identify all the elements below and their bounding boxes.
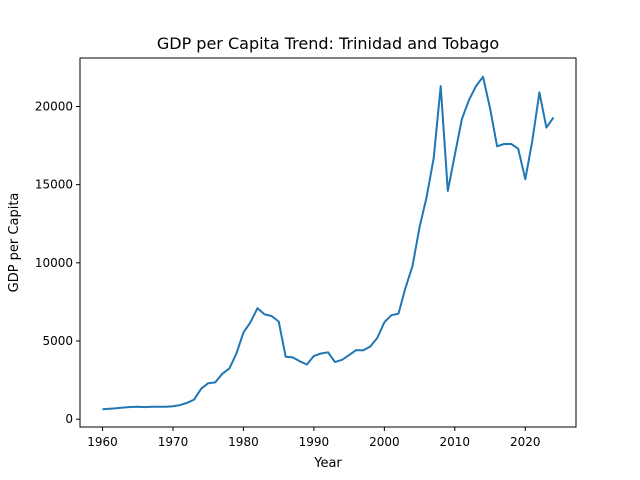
data-point-2007 bbox=[433, 157, 435, 159]
data-point-2008 bbox=[440, 85, 442, 87]
data-point-2018 bbox=[510, 143, 512, 145]
data-point-2012 bbox=[468, 99, 470, 101]
data-point-2015 bbox=[489, 107, 491, 109]
data-point-1964 bbox=[130, 406, 132, 408]
data-point-1967 bbox=[151, 406, 153, 408]
data-point-2023 bbox=[545, 127, 547, 129]
data-point-1989 bbox=[306, 364, 308, 366]
x-tick-label-1980: 1980 bbox=[228, 435, 259, 449]
data-point-1997 bbox=[362, 349, 364, 351]
data-point-2019 bbox=[517, 148, 519, 150]
data-point-1994 bbox=[341, 359, 343, 361]
data-point-1962 bbox=[116, 407, 118, 409]
x-tick-label-2020: 2020 bbox=[510, 435, 541, 449]
y-tick-label-20000: 20000 bbox=[35, 99, 73, 113]
plot-area bbox=[79, 57, 577, 428]
y-tick-label-10000: 10000 bbox=[35, 256, 73, 270]
y-tick-label-15000: 15000 bbox=[35, 178, 73, 192]
data-point-1963 bbox=[123, 407, 125, 409]
data-point-1982 bbox=[257, 307, 259, 309]
data-point-1977 bbox=[221, 373, 223, 375]
data-point-2014 bbox=[482, 76, 484, 78]
data-point-1979 bbox=[235, 353, 237, 355]
data-point-2022 bbox=[538, 91, 540, 93]
data-point-1995 bbox=[348, 354, 350, 356]
y-axis-ticks: 0 5000 10000 15000 20000 bbox=[35, 99, 80, 426]
data-point-1973 bbox=[193, 399, 195, 401]
x-axis-label: Year bbox=[313, 456, 342, 471]
data-point-2024 bbox=[553, 116, 555, 118]
data-point-2004 bbox=[412, 265, 414, 267]
data-point-1988 bbox=[299, 360, 301, 362]
data-point-1990 bbox=[313, 355, 315, 357]
data-point-1960 bbox=[102, 408, 104, 410]
data-point-1985 bbox=[278, 321, 280, 323]
data-point-1975 bbox=[207, 382, 209, 384]
data-point-1961 bbox=[109, 408, 111, 410]
y-tick-label-0: 0 bbox=[65, 412, 73, 426]
axes-frame bbox=[79, 57, 577, 428]
data-point-1987 bbox=[292, 356, 294, 358]
data-point-2000 bbox=[383, 321, 385, 323]
data-point-2017 bbox=[503, 143, 505, 145]
data-point-1971 bbox=[179, 404, 181, 406]
x-tick-label-2010: 2010 bbox=[440, 435, 471, 449]
data-point-2020 bbox=[524, 178, 526, 180]
data-point-1986 bbox=[285, 356, 287, 358]
data-point-1984 bbox=[271, 315, 273, 317]
x-axis-ticks: 1960 1970 1980 1990 2000 2010 2020 bbox=[87, 427, 541, 449]
data-point-1968 bbox=[158, 406, 160, 408]
data-point-2005 bbox=[419, 226, 421, 228]
data-point-1969 bbox=[165, 406, 167, 408]
y-axis-label: GDP per Capita bbox=[7, 193, 22, 293]
data-point-2002 bbox=[398, 313, 400, 315]
data-point-1981 bbox=[250, 321, 252, 323]
x-tick-label-1970: 1970 bbox=[158, 435, 189, 449]
data-point-1999 bbox=[376, 337, 378, 339]
data-point-2001 bbox=[390, 314, 392, 316]
data-point-1976 bbox=[214, 381, 216, 383]
data-point-1991 bbox=[320, 353, 322, 355]
data-point-2006 bbox=[426, 196, 428, 198]
data-point-1993 bbox=[334, 361, 336, 363]
gdp-per-capita-series-line bbox=[102, 75, 555, 411]
x-tick-label-1990: 1990 bbox=[299, 435, 330, 449]
data-point-2013 bbox=[475, 85, 477, 87]
data-point-2021 bbox=[531, 140, 533, 142]
y-tick-label-5000: 5000 bbox=[42, 334, 73, 348]
x-tick-label-1960: 1960 bbox=[87, 435, 118, 449]
data-point-1998 bbox=[369, 346, 371, 348]
chart-title: GDP per Capita Trend: Trinidad and Tobag… bbox=[157, 34, 499, 53]
data-point-1972 bbox=[186, 402, 188, 404]
data-point-1992 bbox=[327, 351, 329, 353]
data-point-1978 bbox=[228, 367, 230, 369]
data-point-2009 bbox=[447, 190, 449, 192]
data-point-2010 bbox=[454, 154, 456, 156]
data-point-1996 bbox=[355, 349, 357, 351]
data-point-2016 bbox=[496, 145, 498, 147]
x-tick-label-2000: 2000 bbox=[369, 435, 400, 449]
data-point-1970 bbox=[172, 405, 174, 407]
data-point-2011 bbox=[461, 118, 463, 120]
data-point-2003 bbox=[405, 287, 407, 289]
data-point-1974 bbox=[200, 388, 202, 390]
data-point-1980 bbox=[243, 331, 245, 333]
data-point-1965 bbox=[137, 406, 139, 408]
data-point-1966 bbox=[144, 406, 146, 408]
data-point-1983 bbox=[264, 313, 266, 315]
